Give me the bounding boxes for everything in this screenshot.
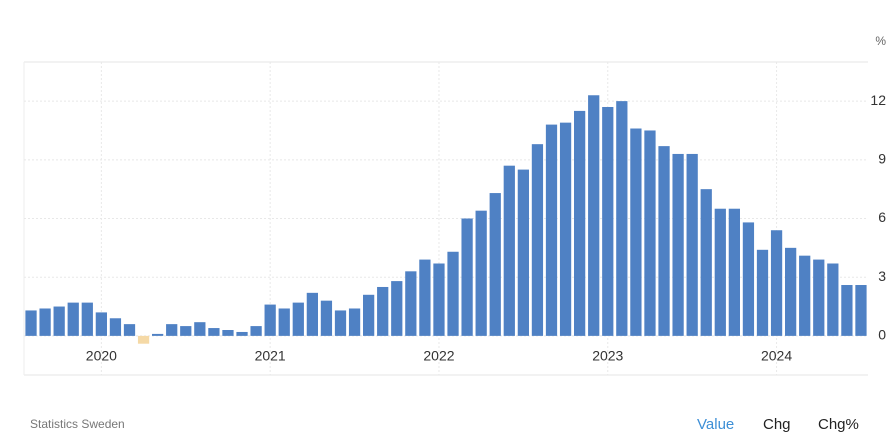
value-button[interactable]: Value [697,416,734,433]
bar [785,247,797,336]
bar [222,330,234,336]
x-tick-label: 2021 [255,348,286,364]
bar [503,165,515,336]
bar [67,302,79,336]
bar [742,222,755,336]
x-tick-label: 2023 [592,348,623,364]
bar [602,106,614,336]
bar [545,124,558,336]
bar [363,294,375,336]
bar [630,128,642,336]
bar [489,193,501,336]
bar [348,308,361,336]
bar [123,324,136,336]
bar [756,249,769,336]
bar [320,300,333,336]
bar [166,324,178,336]
bar [95,312,107,336]
bar [770,230,783,336]
bar [419,259,431,336]
bar [53,306,65,336]
bar [700,189,712,336]
y-tick-label: 3 [878,268,886,284]
bar [714,208,726,336]
bar [686,153,698,336]
source: Statistics Sweden [30,417,125,431]
bar [841,285,853,336]
bar [194,322,206,336]
bar [461,218,473,336]
y-tick-label: 9 [878,151,886,167]
bar [25,310,37,336]
bar [728,208,740,336]
y-tick-label: 0 [878,327,886,343]
bar [658,146,670,336]
bar [531,144,544,336]
bar [264,304,276,336]
chg-button[interactable]: Chg [763,416,791,433]
bar [616,101,628,336]
x-tick-label: 2024 [761,348,792,364]
bar [137,335,150,344]
chgpct-button[interactable]: Chg% [818,416,859,433]
bar [39,308,51,336]
x-tick-label: 2022 [423,348,454,364]
bar [813,259,825,336]
unit-label: % [875,34,886,48]
bar [292,302,304,336]
bar [433,263,445,336]
bar [278,308,290,336]
x-tick-label: 2020 [86,348,117,364]
bar [855,285,867,336]
bar [447,251,459,336]
bar [588,95,600,336]
bar [391,281,403,336]
bar [334,310,347,336]
bar [208,328,220,336]
bar [574,110,586,336]
y-tick-label: 6 [878,209,886,225]
bar [672,153,684,336]
bar [827,263,839,336]
bar [377,286,389,336]
bar [517,169,529,336]
bar [306,292,318,336]
bar [559,122,572,336]
bar [644,130,656,336]
bar [236,331,248,336]
bar [405,271,417,336]
bar [475,210,487,336]
bar [152,333,164,336]
y-tick-label: 12 [870,92,886,108]
bar [799,255,811,336]
bar [180,326,192,336]
bar [81,302,93,336]
bar [109,318,122,336]
bar [250,326,262,336]
